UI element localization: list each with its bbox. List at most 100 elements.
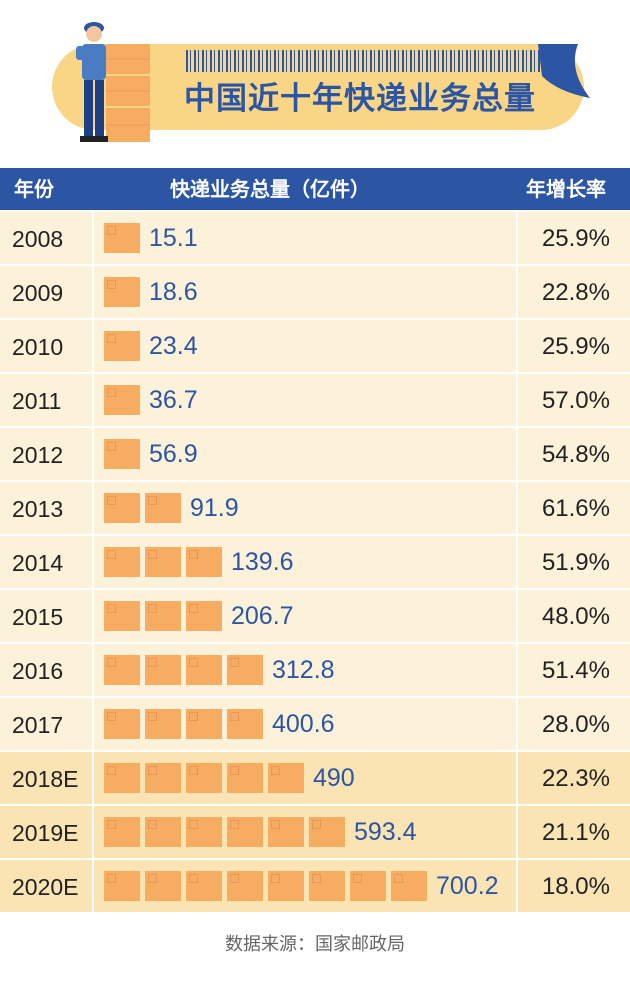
growth-rate: 18.0% [541,873,610,900]
package-box-icon [186,655,222,685]
header: 中国近十年快递业务总量 [0,0,630,168]
package-box-icon [268,817,304,847]
package-box-icon [186,709,222,739]
year-label: 2011 [12,388,62,414]
package-box-icon [350,871,386,901]
package-box-icon [145,871,181,901]
volume-value: 700.2 [436,872,499,900]
package-box-icon [104,763,140,793]
year-cell [0,536,92,588]
table-row: 2012 56.9 54.8% [0,428,630,480]
package-box-icon [145,817,181,847]
package-box-icon [104,385,140,415]
package-box-icon [227,709,263,739]
year-cell [0,320,92,372]
volume-cell [94,374,516,426]
package-box-icon [145,547,181,577]
growth-cell [518,860,630,912]
growth-cell [518,266,630,318]
package-box-icon [227,871,263,901]
package-box-icon [104,493,140,523]
package-box-icon [145,709,181,739]
package-box-icon [227,817,263,847]
package-box-icon [104,601,140,631]
year-label: 2015 [12,604,64,630]
table-row: 2015 206.7 48.0% [0,590,630,642]
year-label: 2009 [12,280,64,306]
volume-value: 91.9 [190,494,239,522]
year-label: 2019E [12,820,79,846]
year-cell [0,212,92,264]
package-box-icon [104,871,140,901]
growth-cell [518,644,630,696]
package-box-icon [104,655,140,685]
package-box-icon [104,223,140,253]
package-box-icon [268,871,304,901]
volume-value: 400.6 [272,710,335,738]
year-cell [0,752,92,804]
volume-cell [94,212,516,264]
table-row: 2013 91.9 61.6% [0,482,630,534]
header-year: 年份 [14,177,54,201]
volume-value: 139.6 [231,548,294,576]
package-box-icon [186,763,222,793]
growth-cell [518,482,630,534]
page-fold-icon [538,44,590,98]
growth-cell [518,806,630,858]
year-label: 2017 [12,712,64,738]
package-box-icon [309,871,345,901]
package-box-icon [145,763,181,793]
year-cell [0,860,92,912]
growth-cell [518,212,630,264]
package-box-icon [227,763,263,793]
table-row: 2009 18.6 22.8% [0,266,630,318]
year-cell [0,266,92,318]
growth-rate: 25.9% [541,333,610,360]
volume-value: 23.4 [149,332,198,360]
package-box-icon [268,763,304,793]
delivery-worker-icon [76,22,150,142]
year-label: 2018E [12,766,79,792]
package-box-icon [186,601,222,631]
package-box-icon [227,655,263,685]
package-box-icon [186,817,222,847]
package-box-icon [145,493,181,523]
volume-value: 490 [313,764,355,792]
growth-rate: 22.3% [541,765,610,792]
volume-cell [94,266,516,318]
package-box-icon [104,817,140,847]
table-header: 年份 快递业务总量（亿件） 年增长率 [0,168,630,210]
package-box-icon [186,547,222,577]
growth-cell [518,428,630,480]
year-cell [0,374,92,426]
package-box-icon [104,547,140,577]
growth-rate: 51.4% [541,657,610,684]
package-box-icon [186,871,222,901]
table-row: 2019E 593.4 21.1% [0,806,630,858]
table-row: 2010 23.4 25.9% [0,320,630,372]
volume-cell [94,320,516,372]
page-title: 中国近十年快递业务总量 [184,81,536,117]
barcode-icon [186,50,556,72]
table-row: 2014 139.6 51.9% [0,536,630,588]
growth-cell [518,536,630,588]
growth-cell [518,590,630,642]
growth-cell [518,752,630,804]
growth-rate: 61.6% [541,495,610,522]
package-box-icon [145,601,181,631]
volume-value: 15.1 [149,224,198,252]
package-box-icon [104,709,140,739]
volume-cell [94,428,516,480]
year-cell [0,590,92,642]
table-row: 2018E 490 22.3% [0,752,630,804]
year-label: 2020E [12,874,79,900]
growth-rate: 28.0% [541,711,610,738]
volume-value: 593.4 [354,818,417,846]
volume-value: 312.8 [272,656,335,684]
table-row: 2008 15.1 25.9% [0,212,630,264]
year-cell [0,482,92,534]
volume-value: 36.7 [149,386,198,414]
package-box-icon [145,655,181,685]
year-label: 2014 [12,550,64,576]
growth-rate: 21.1% [541,819,610,846]
